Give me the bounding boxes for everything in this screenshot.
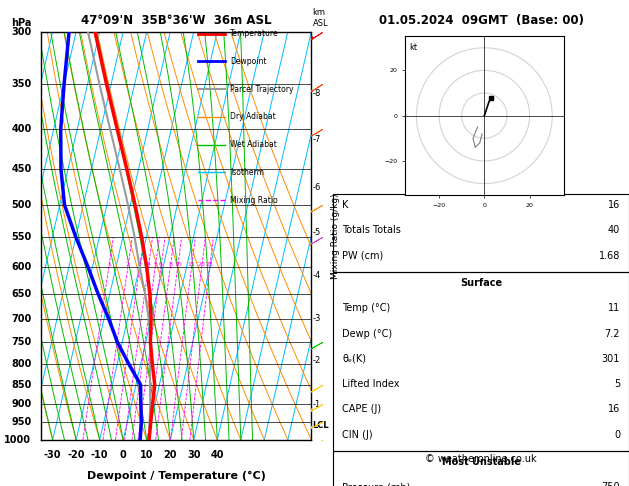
Text: -2: -2 <box>313 356 321 365</box>
Text: 1: 1 <box>107 261 111 267</box>
Text: Dewp (°C): Dewp (°C) <box>342 329 392 339</box>
Text: 1.68: 1.68 <box>599 251 620 260</box>
Text: 25: 25 <box>206 261 214 267</box>
Text: -8: -8 <box>313 89 321 98</box>
Text: 450: 450 <box>11 164 31 174</box>
Text: 11: 11 <box>608 303 620 313</box>
Text: Dewpoint: Dewpoint <box>230 57 267 66</box>
Text: Mixing Ratio (g/kg): Mixing Ratio (g/kg) <box>331 193 340 278</box>
Text: 5: 5 <box>153 261 157 267</box>
Text: 550: 550 <box>11 232 31 242</box>
Text: θₑ(K): θₑ(K) <box>342 354 366 364</box>
Text: K: K <box>342 200 348 210</box>
Text: 750: 750 <box>601 483 620 486</box>
Text: kt: kt <box>409 43 418 52</box>
Text: -5: -5 <box>313 228 321 237</box>
Text: 20: 20 <box>164 450 177 460</box>
Text: 2: 2 <box>126 261 130 267</box>
Text: -6: -6 <box>313 183 321 192</box>
Text: Dry Adiabat: Dry Adiabat <box>230 112 276 122</box>
Text: Totals Totals: Totals Totals <box>342 225 401 235</box>
Text: 5: 5 <box>614 379 620 389</box>
Text: -20: -20 <box>67 450 85 460</box>
Text: 3: 3 <box>138 261 142 267</box>
Text: 15: 15 <box>187 261 196 267</box>
Bar <box>333 194 629 272</box>
Text: -4: -4 <box>313 271 321 280</box>
Text: 7.2: 7.2 <box>604 329 620 339</box>
Text: 650: 650 <box>11 289 31 299</box>
Text: Lifted Index: Lifted Index <box>342 379 400 389</box>
Text: 0: 0 <box>120 450 126 460</box>
Text: 4: 4 <box>147 261 150 267</box>
Text: 350: 350 <box>11 79 31 89</box>
Text: Dewpoint / Temperature (°C): Dewpoint / Temperature (°C) <box>87 470 265 481</box>
Text: 10: 10 <box>174 261 182 267</box>
Text: 0: 0 <box>614 430 620 440</box>
Text: hPa: hPa <box>11 17 31 28</box>
Text: -1: -1 <box>313 399 321 409</box>
Text: 40: 40 <box>608 225 620 235</box>
Text: 950: 950 <box>11 417 31 428</box>
Text: 750: 750 <box>11 337 31 347</box>
Text: Isotherm: Isotherm <box>230 168 264 177</box>
Text: 10: 10 <box>140 450 153 460</box>
Text: 800: 800 <box>11 359 31 369</box>
Text: CIN (J): CIN (J) <box>342 430 373 440</box>
Text: Parcel Trajectory: Parcel Trajectory <box>230 85 294 94</box>
Text: 600: 600 <box>11 261 31 272</box>
Text: 40: 40 <box>211 450 224 460</box>
Text: Mixing Ratio: Mixing Ratio <box>230 196 278 205</box>
Text: 20: 20 <box>198 261 206 267</box>
Text: PW (cm): PW (cm) <box>342 251 384 260</box>
Text: CAPE (J): CAPE (J) <box>342 404 381 415</box>
Text: 8: 8 <box>169 261 172 267</box>
Text: 6: 6 <box>159 261 163 267</box>
Text: Wet Adiabat: Wet Adiabat <box>230 140 277 149</box>
Text: 500: 500 <box>11 200 31 210</box>
Text: 900: 900 <box>11 399 31 409</box>
Text: km
ASL: km ASL <box>313 8 328 28</box>
Bar <box>333 272 629 451</box>
Text: LCL: LCL <box>313 421 330 431</box>
Text: 300: 300 <box>11 27 31 36</box>
Text: 16: 16 <box>608 200 620 210</box>
Text: 47°09'N  35B°36'W  36m ASL: 47°09'N 35B°36'W 36m ASL <box>81 14 271 27</box>
Text: -7: -7 <box>313 135 321 144</box>
Text: 30: 30 <box>187 450 201 460</box>
Text: Temperature: Temperature <box>230 29 279 38</box>
Text: Most Unstable: Most Unstable <box>442 457 521 467</box>
Text: -30: -30 <box>44 450 62 460</box>
Text: -3: -3 <box>313 314 321 323</box>
Text: Pressure (mb): Pressure (mb) <box>342 483 411 486</box>
Text: © weatheronline.co.uk: © weatheronline.co.uk <box>425 454 537 465</box>
Text: 01.05.2024  09GMT  (Base: 00): 01.05.2024 09GMT (Base: 00) <box>379 14 584 27</box>
Text: -10: -10 <box>91 450 108 460</box>
Text: 700: 700 <box>11 314 31 324</box>
Text: Surface: Surface <box>460 278 502 288</box>
Text: Temp (°C): Temp (°C) <box>342 303 391 313</box>
Text: 400: 400 <box>11 124 31 134</box>
Text: 850: 850 <box>11 380 31 390</box>
Text: 1000: 1000 <box>4 435 31 445</box>
Text: 301: 301 <box>602 354 620 364</box>
Bar <box>333 451 629 486</box>
Text: 16: 16 <box>608 404 620 415</box>
